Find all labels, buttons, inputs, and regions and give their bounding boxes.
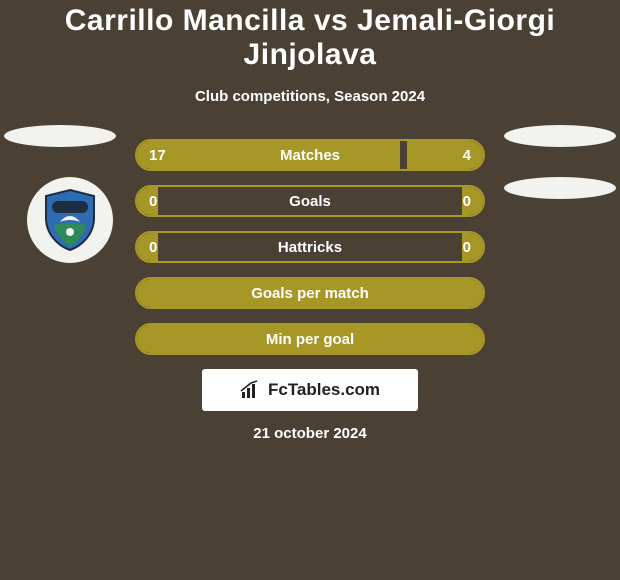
- stat-label: Goals per match: [137, 279, 483, 307]
- stat-row: Goals per match: [135, 277, 485, 309]
- watermark-label: FcTables.com: [268, 380, 380, 400]
- stat-label: Min per goal: [137, 325, 483, 353]
- barchart-icon: [240, 380, 262, 400]
- stat-value-right: 0: [463, 233, 471, 261]
- stat-row: 0 Goals 0: [135, 185, 485, 217]
- stat-row: 17 Matches 4: [135, 139, 485, 171]
- stat-value-right: 0: [463, 187, 471, 215]
- club-badge: [27, 177, 113, 263]
- datestamp: 21 october 2024: [0, 425, 620, 442]
- stat-label: Goals: [137, 187, 483, 215]
- watermark: FcTables.com: [202, 369, 418, 411]
- player-chip-left-top: [4, 125, 116, 147]
- page-title: Carrillo Mancilla vs Jemali-Giorgi Jinjo…: [0, 0, 620, 82]
- stat-rows: 17 Matches 4 0 Goals 0 0 Hattricks 0 Goa…: [135, 139, 485, 355]
- stat-row: Min per goal: [135, 323, 485, 355]
- player-chip-right-mid: [504, 177, 616, 199]
- shield-icon: [42, 188, 98, 252]
- player-chip-right-top: [504, 125, 616, 147]
- stat-label: Hattricks: [137, 233, 483, 261]
- stat-label: Matches: [137, 141, 483, 169]
- stat-row: 0 Hattricks 0: [135, 231, 485, 263]
- stat-value-right: 4: [463, 141, 471, 169]
- subtitle: Club competitions, Season 2024: [0, 88, 620, 105]
